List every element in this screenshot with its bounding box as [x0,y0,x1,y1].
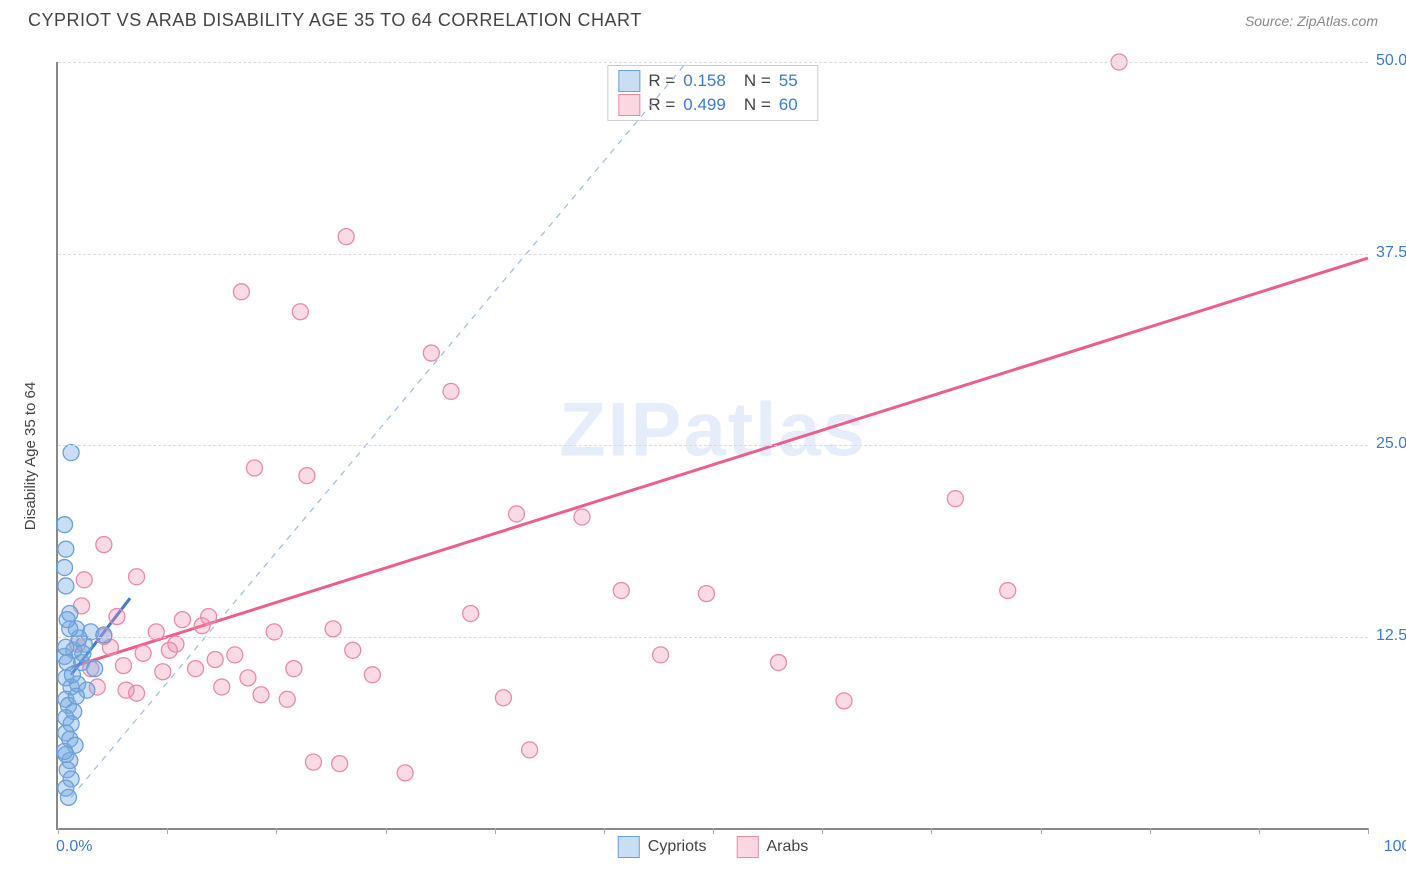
series-label: Cypriots [648,838,707,856]
point-arabs [495,690,511,706]
point-arabs [174,612,190,628]
point-arabs [266,624,282,640]
point-cypriots [58,578,74,594]
legend-swatch [618,836,640,858]
x-tick [604,828,605,834]
point-arabs [286,661,302,677]
point-arabs [129,569,145,585]
point-arabs [338,229,354,245]
point-arabs [109,609,125,625]
point-arabs [522,742,538,758]
point-cypriots [87,661,103,677]
point-arabs [214,679,230,695]
point-arabs [423,345,439,361]
gridline [58,637,1368,638]
y-tick-label: 50.0% [1376,52,1406,70]
point-arabs [574,509,590,525]
point-arabs [207,651,223,667]
point-arabs [279,691,295,707]
x-tick [931,828,932,834]
point-cypriots [59,612,75,628]
point-cypriots [68,688,84,704]
x-axis-min: 0.0% [56,838,92,856]
y-tick-label: 12.5% [1376,627,1406,645]
point-arabs [201,609,217,625]
x-tick [713,828,714,834]
point-arabs [253,687,269,703]
point-arabs [463,606,479,622]
source-label: Source: ZipAtlas.com [1245,13,1378,29]
point-cypriots [75,645,91,661]
point-arabs [836,693,852,709]
point-arabs [397,765,413,781]
point-arabs [135,645,151,661]
point-arabs [148,624,164,640]
x-axis-max: 100.0% [1384,838,1406,856]
point-arabs [116,658,132,674]
point-cypriots [58,541,74,557]
chart-area: Disability Age 35 to 64 ZIPatlas R =0.15… [46,46,1386,866]
chart-title: CYPRIOT VS ARAB DISABILITY AGE 35 TO 64 … [28,10,642,31]
x-tick [276,828,277,834]
x-tick [822,828,823,834]
series-legend-item: Arabs [736,836,808,858]
point-arabs [947,491,963,507]
point-arabs [299,468,315,484]
point-arabs [698,586,714,602]
point-cypriots [57,560,73,576]
trend-line [71,258,1368,667]
y-tick-label: 37.5% [1376,244,1406,262]
point-cypriots [57,743,73,759]
point-cypriots [57,517,73,533]
point-arabs [443,383,459,399]
series-label: Arabs [766,838,808,856]
point-arabs [613,583,629,599]
x-tick [167,828,168,834]
point-arabs [155,664,171,680]
point-arabs [509,506,525,522]
y-axis-label: Disability Age 35 to 64 [22,382,39,530]
x-tick [1041,828,1042,834]
point-arabs [247,460,263,476]
y-tick-label: 25.0% [1376,435,1406,453]
point-arabs [227,647,243,663]
point-arabs [233,284,249,300]
point-cypriots [63,445,79,461]
plot-region: ZIPatlas R =0.158N =55R =0.499N =60 Cypr… [56,62,1368,830]
x-tick [1368,828,1369,834]
gridline [58,254,1368,255]
point-arabs [653,647,669,663]
point-cypriots [64,667,80,683]
point-arabs [161,642,177,658]
point-arabs [332,756,348,772]
legend-swatch [736,836,758,858]
x-tick [386,828,387,834]
point-arabs [96,537,112,553]
point-arabs [188,661,204,677]
x-tick [495,828,496,834]
point-arabs [771,655,787,671]
point-arabs [305,754,321,770]
gridline [58,62,1368,63]
point-arabs [1000,583,1016,599]
point-cypriots [60,789,76,805]
point-arabs [345,642,361,658]
trend-line [71,62,687,797]
gridline [58,445,1368,446]
series-legend-item: Cypriots [618,836,707,858]
x-tick [1259,828,1260,834]
x-tick [1150,828,1151,834]
x-tick [58,828,59,834]
point-arabs [292,304,308,320]
point-arabs [364,667,380,683]
point-arabs [76,572,92,588]
point-arabs [118,682,134,698]
series-legend: Cypriots Arabs [618,836,808,858]
point-arabs [325,621,341,637]
point-arabs [240,670,256,686]
point-cypriots [96,627,112,643]
